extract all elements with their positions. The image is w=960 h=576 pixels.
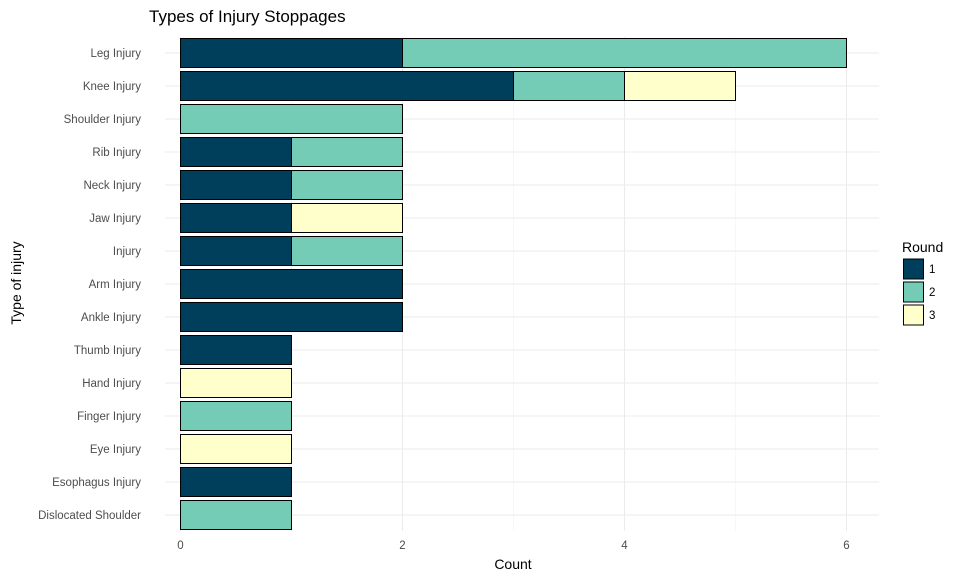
y-tick-label: Knee Injury bbox=[83, 81, 141, 93]
y-tick-label: Shoulder Injury bbox=[64, 114, 142, 126]
bar-jaw-injury-round-1 bbox=[180, 203, 292, 233]
legend-label-round-3: 3 bbox=[929, 310, 935, 322]
bar-rib-injury-round-2 bbox=[291, 137, 403, 167]
bar-leg-injury-round-1 bbox=[180, 38, 403, 68]
bar-shoulder-injury-round-2 bbox=[180, 104, 403, 134]
y-tick-label: Arm Injury bbox=[89, 279, 142, 291]
legend-label-round-1: 1 bbox=[929, 264, 935, 276]
bar-injury-round-1 bbox=[180, 236, 292, 266]
bar-knee-injury-round-1 bbox=[180, 71, 514, 101]
bar-jaw-injury-round-3 bbox=[291, 203, 403, 233]
bar-injury-round-2 bbox=[291, 236, 403, 266]
legend-key-round-3 bbox=[903, 304, 924, 326]
bar-neck-injury-round-1 bbox=[180, 170, 292, 200]
y-tick-label: Eye Injury bbox=[90, 444, 141, 456]
y-tick-label: Finger Injury bbox=[77, 411, 141, 423]
x-tick-label: 2 bbox=[399, 540, 405, 552]
x-tick-label: 0 bbox=[177, 540, 183, 552]
legend-label-round-2: 2 bbox=[929, 287, 935, 299]
y-tick-label: Thumb Injury bbox=[74, 345, 141, 357]
y-axis-title: Type of injury bbox=[8, 241, 24, 324]
bar-rib-injury-round-1 bbox=[180, 137, 292, 167]
y-tick-label: Esophagus Injury bbox=[52, 477, 141, 489]
bar-eye-injury-round-3 bbox=[180, 434, 292, 464]
x-tick-label: 6 bbox=[843, 540, 849, 552]
bars bbox=[180, 38, 847, 530]
bar-ankle-injury-round-1 bbox=[180, 302, 403, 332]
bar-arm-injury-round-1 bbox=[180, 269, 403, 299]
legend: Round 1 2 3 bbox=[902, 239, 943, 326]
y-tick-labels: Leg Injury Knee Injury Shoulder Injury Rib … bbox=[38, 48, 141, 522]
y-tick-label: Jaw Injury bbox=[89, 213, 141, 225]
y-tick-label: Dislocated Shoulder bbox=[38, 510, 141, 522]
chart-title: Types of Injury Stoppages bbox=[149, 7, 346, 26]
bar-knee-injury-round-2 bbox=[513, 71, 625, 101]
y-tick-label: Rib Injury bbox=[92, 147, 141, 159]
x-axis-title: Count bbox=[494, 556, 531, 572]
bar-esophagus-injury-round-1 bbox=[180, 467, 292, 497]
bar-finger-injury-round-2 bbox=[180, 401, 292, 431]
bar-hand-injury-round-3 bbox=[180, 368, 292, 398]
legend-title: Round bbox=[902, 239, 943, 255]
bar-thumb-injury-round-1 bbox=[180, 335, 292, 365]
y-tick-label: Hand Injury bbox=[82, 378, 141, 390]
bar-leg-injury-round-2 bbox=[402, 38, 847, 68]
bar-neck-injury-round-2 bbox=[291, 170, 403, 200]
legend-key-round-2 bbox=[903, 281, 924, 303]
y-tick-label: Ankle Injury bbox=[81, 312, 141, 324]
y-tick-label: Injury bbox=[113, 246, 141, 258]
x-tick-labels: 0 2 4 6 bbox=[177, 540, 849, 552]
x-tick-label: 4 bbox=[621, 540, 628, 552]
bar-knee-injury-round-3 bbox=[624, 71, 736, 101]
bar-dislocated-shoulder-round-2 bbox=[180, 500, 292, 530]
y-tick-label: Leg Injury bbox=[90, 48, 141, 60]
legend-items: 1 2 3 bbox=[903, 258, 935, 326]
y-tick-label: Neck Injury bbox=[83, 180, 141, 192]
legend-key-round-1 bbox=[903, 258, 924, 280]
